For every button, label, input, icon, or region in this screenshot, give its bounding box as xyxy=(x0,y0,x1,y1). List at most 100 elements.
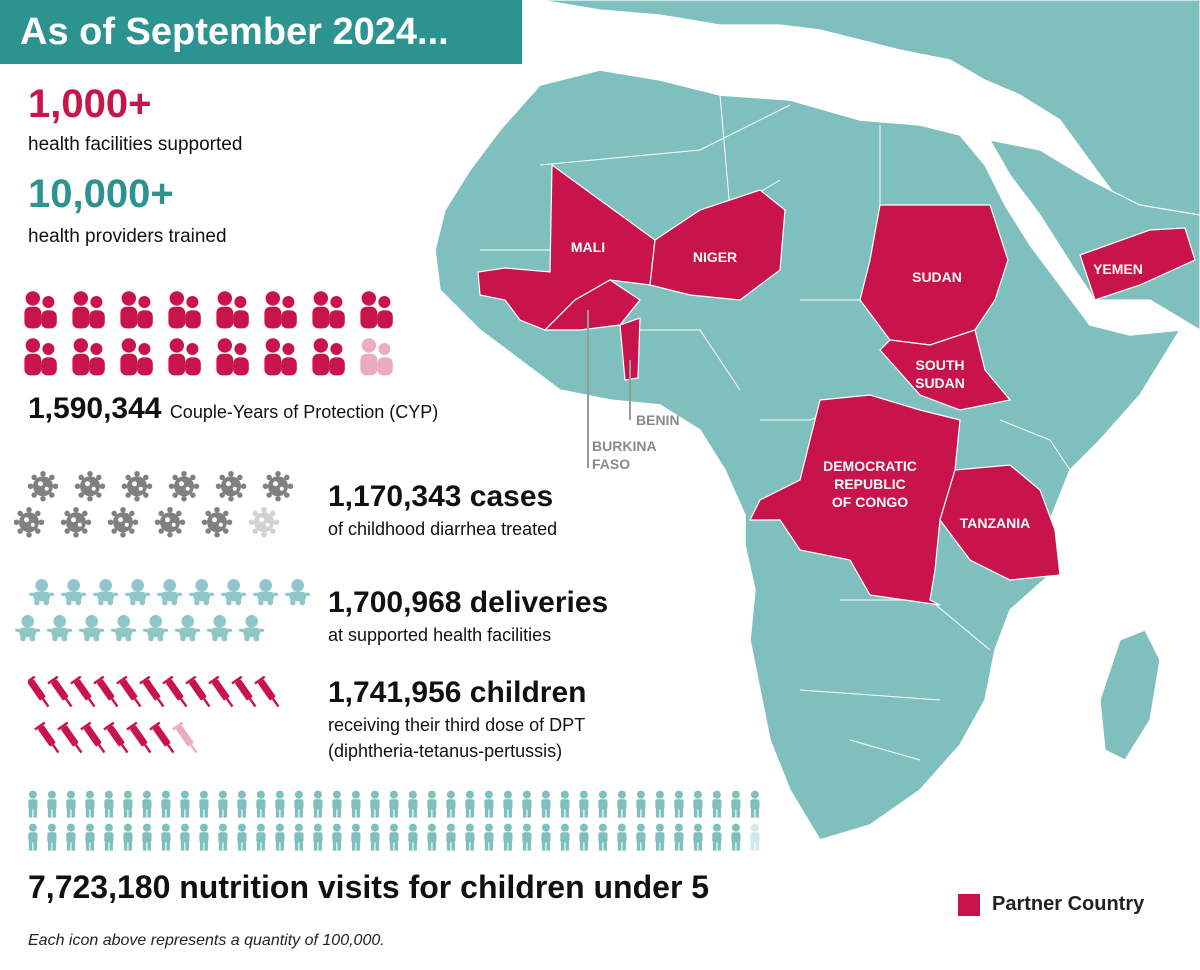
syringe-icon xyxy=(80,721,106,754)
child-icon xyxy=(180,790,190,818)
germ-icon xyxy=(201,507,233,538)
child-icon xyxy=(351,790,361,818)
country-niger xyxy=(649,189,786,301)
child-icon xyxy=(731,790,741,818)
child-icon xyxy=(256,823,266,851)
baby-icon xyxy=(79,615,105,642)
syringe-icon xyxy=(231,675,257,708)
child-icon xyxy=(408,790,418,818)
child-icon xyxy=(237,823,247,851)
child-icon xyxy=(123,823,133,851)
baby-icon xyxy=(29,579,55,606)
syringe-icon xyxy=(162,675,188,708)
legend-swatch xyxy=(958,893,980,916)
child-icon xyxy=(28,790,38,818)
syringe-icon xyxy=(103,721,129,754)
country-benin xyxy=(619,317,641,381)
syringe-icon xyxy=(172,721,198,754)
germ-icon xyxy=(168,471,200,502)
couple-icon xyxy=(360,291,393,329)
label-drc-3: OF CONGO xyxy=(832,494,908,510)
dpt-number: 1,741,956 children xyxy=(328,676,587,709)
child-icon xyxy=(522,790,532,818)
couple-icon xyxy=(312,338,345,376)
baby-icon xyxy=(175,615,201,642)
syringe-icon xyxy=(185,675,211,708)
child-icon xyxy=(560,823,570,851)
child-icon xyxy=(484,823,494,851)
dpt-label-2: (diphtheria-tetanus-pertussis) xyxy=(328,741,563,761)
syringe-icon xyxy=(34,721,60,754)
child-icon xyxy=(389,823,399,851)
child-icon xyxy=(218,790,228,818)
label-south-sudan-1: SOUTH xyxy=(916,357,965,373)
child-icon xyxy=(142,790,152,818)
child-icon xyxy=(332,790,342,818)
country-south-sudan xyxy=(879,329,1012,411)
country-burkina-faso xyxy=(543,279,641,331)
baby-icon xyxy=(143,615,169,642)
nutrition-icon-grid xyxy=(26,790,786,860)
child-icon xyxy=(693,823,703,851)
deliveries-number: 1,700,968 deliveries xyxy=(328,586,609,619)
couple-icon xyxy=(216,291,249,329)
child-icon xyxy=(66,823,76,851)
map-land-madagascar xyxy=(1099,629,1161,761)
child-icon xyxy=(104,790,114,818)
child-icon xyxy=(294,823,304,851)
child-icon xyxy=(731,823,741,851)
syringe-icon xyxy=(70,675,96,708)
child-icon xyxy=(750,790,760,818)
child-icon xyxy=(199,790,209,818)
country-drc xyxy=(749,394,961,606)
couple-icon xyxy=(312,291,345,329)
couple-icon xyxy=(72,291,105,329)
child-icon xyxy=(275,823,285,851)
legend-label: Partner Country xyxy=(992,893,1145,915)
child-icon xyxy=(313,823,323,851)
germ-icon xyxy=(27,471,59,502)
grid-diarrhea-svg xyxy=(13,471,294,538)
syringe-icon xyxy=(149,721,175,754)
child-icon xyxy=(655,790,665,818)
child-icon xyxy=(541,823,551,851)
child-icon xyxy=(579,790,589,818)
couple-icon xyxy=(264,338,297,376)
child-icon xyxy=(712,790,722,818)
child-icon xyxy=(503,823,513,851)
child-icon xyxy=(47,790,57,818)
child-icon xyxy=(446,790,456,818)
child-icon xyxy=(180,823,190,851)
baby-icon xyxy=(93,579,119,606)
child-icon xyxy=(503,790,513,818)
syringe-icon xyxy=(24,675,50,708)
diarrhea-number: 1,170,343 cases xyxy=(328,480,554,513)
baby-icon xyxy=(125,579,151,606)
baby-icon xyxy=(221,579,247,606)
couple-icon xyxy=(120,338,153,376)
facilities-label: health facilities supported xyxy=(28,134,243,155)
child-icon xyxy=(484,790,494,818)
child-icon xyxy=(66,790,76,818)
child-icon xyxy=(598,790,608,818)
label-burkina-2: FASO xyxy=(592,456,630,472)
grid-nutrition-svg xyxy=(28,790,760,851)
dpt-label-1: receiving their third dose of DPT xyxy=(328,715,586,735)
child-icon xyxy=(617,790,627,818)
syringe-icon xyxy=(93,675,119,708)
child-icon xyxy=(123,790,133,818)
child-icon xyxy=(750,823,760,851)
germ-icon xyxy=(262,471,294,502)
child-icon xyxy=(389,790,399,818)
germ-icon xyxy=(248,507,280,538)
partner-countries xyxy=(477,163,1196,606)
child-icon xyxy=(579,823,589,851)
child-icon xyxy=(408,823,418,851)
couple-icon xyxy=(264,291,297,329)
couple-icon xyxy=(120,291,153,329)
child-icon xyxy=(636,790,646,818)
syringe-icon xyxy=(254,675,280,708)
baby-icon xyxy=(189,579,215,606)
baby-icon xyxy=(207,615,233,642)
